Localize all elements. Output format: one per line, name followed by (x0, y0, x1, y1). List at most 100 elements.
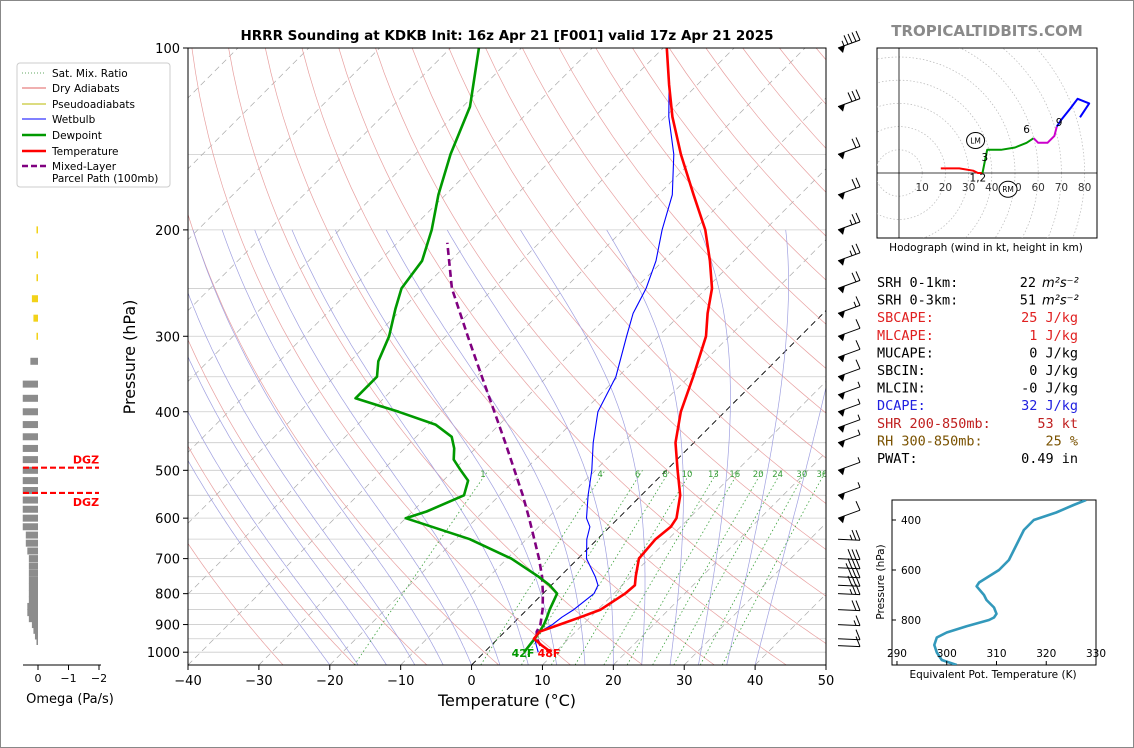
moist-adiabat (188, 410, 359, 665)
isotherm-line (613, 451, 826, 665)
barb-half (857, 457, 861, 463)
omega-tick-label: 0 (35, 672, 42, 685)
index-value: 1 J/kg (1029, 328, 1078, 344)
dewpoint-line (354, 48, 559, 654)
omega-bar-positive (36, 251, 38, 259)
index-label: PWAT: (877, 451, 918, 467)
wind-barb (837, 482, 861, 501)
barb-full (855, 567, 861, 578)
legend-label: Mixed-Layer Parcel Path (100mb) (52, 161, 158, 185)
barb-full (855, 615, 861, 626)
barb-staff (837, 624, 861, 627)
hodograph-frame (876, 47, 1098, 239)
mixing-ratio-label: 6 (635, 470, 640, 480)
barb-half (857, 429, 861, 435)
wind-barb (837, 319, 861, 342)
temperature-line (532, 48, 714, 654)
omega-bar (34, 632, 38, 640)
theta-x-label: Equivalent Pot. Temperature (K) (909, 669, 1076, 681)
y-tick-label: 1000 (147, 646, 180, 661)
omega-bar-positive (36, 226, 38, 234)
omega-bar (28, 615, 38, 623)
x-tick-label: 30 (676, 674, 693, 689)
barb-half (857, 414, 861, 420)
wind-barb (837, 636, 861, 648)
wind-barb (837, 429, 861, 448)
skewt-background-lines: 1 4 6 8 10 13 16 20 24 30 36 (188, 48, 826, 665)
y-tick-label: 600 (155, 512, 180, 527)
y-tick-label: 100 (155, 42, 180, 57)
theta-frame (891, 499, 1097, 666)
moist-adiabat (188, 355, 387, 665)
isotherm-line (683, 522, 826, 665)
moist-adiabat (188, 459, 331, 665)
hodograph-ring-label: 60 (1032, 182, 1045, 194)
index-value: 0 J/kg (1029, 345, 1078, 361)
index-label: SBCAPE: (877, 310, 934, 326)
omega-bar (22, 487, 38, 495)
omega-panel: 0 −1 −2 DGZ DGZ (22, 226, 107, 685)
hodograph-height-label: 6 (1023, 124, 1030, 136)
mixing-ratio-line (550, 470, 671, 665)
moist-adiabat (221, 229, 472, 665)
barb-full (855, 629, 861, 640)
x-tick-label: 50 (818, 674, 835, 689)
parcel-path-line (446, 242, 545, 647)
barb-tip (838, 515, 845, 524)
indices-table: SRH 0-1km: 22 m²s⁻² SRH 0-3km: 51 m²s⁻² SBCAPE… (877, 275, 1079, 467)
barb-full (851, 32, 857, 42)
barb-full (851, 529, 857, 541)
barb-full (851, 179, 857, 189)
dry-adiabat (301, 48, 787, 665)
dry-adiabat (191, 48, 571, 665)
theta-y-tick-label: 400 (901, 515, 921, 527)
barb-staff (837, 567, 861, 570)
y-tick-label: 300 (155, 330, 180, 345)
legend-label: Pseudoadiabats (52, 99, 135, 111)
barb-full (855, 137, 861, 147)
dry-adiabat (522, 48, 826, 414)
theta-e-panel: 290 300 310 320 330 400 600 800 (887, 499, 1106, 666)
barb-tip (838, 492, 845, 501)
hodograph-ring-label: 10 (916, 182, 929, 194)
x-tick-label: 0 (467, 674, 475, 689)
barb-half (849, 589, 853, 595)
omega-bar (22, 477, 38, 485)
omega-tick-label: −1 (60, 672, 76, 685)
barb-full (847, 92, 853, 102)
dry-adiabat (188, 445, 356, 665)
barb-half (857, 381, 861, 387)
skewt-profiles (354, 48, 714, 654)
omega-bar (28, 583, 38, 591)
mixing-ratio-line (721, 470, 826, 665)
x-tick-label: −20 (316, 674, 343, 689)
barb-full (855, 549, 861, 560)
omega-bar (36, 637, 38, 645)
y-tick-label: 800 (155, 588, 180, 603)
chart-title: HRRR Sounding at KDKB Init: 16z Apr 21 [… (240, 28, 773, 44)
wind-barb (837, 457, 861, 476)
hodograph-ring-label: 40 (985, 182, 998, 194)
barb-full (855, 340, 861, 350)
mixing-ratio-label: 1 (480, 470, 485, 480)
wind-barb (837, 212, 861, 235)
theta-x-tick-label: 310 (986, 648, 1006, 660)
x-tick-label: −10 (387, 674, 414, 689)
barb-staff (837, 609, 861, 612)
barb-full (851, 549, 857, 560)
surface-temp-label: 48F (538, 647, 561, 660)
barb-tip (838, 467, 845, 476)
barb-staff (837, 558, 861, 561)
moist-adiabat (291, 229, 529, 665)
barb-staff (837, 593, 861, 596)
dry-adiabat (228, 48, 643, 665)
index-value: -0 J/kg (1021, 381, 1078, 397)
barb-half (853, 620, 857, 626)
index-value: 25 % (1045, 433, 1078, 449)
watermark: TROPICALTIDBITS.COM (891, 22, 1083, 40)
index-value: 53 kt (1037, 416, 1078, 432)
barb-full (851, 214, 857, 224)
barb-full (855, 319, 861, 329)
hodograph-trace (1032, 126, 1058, 144)
